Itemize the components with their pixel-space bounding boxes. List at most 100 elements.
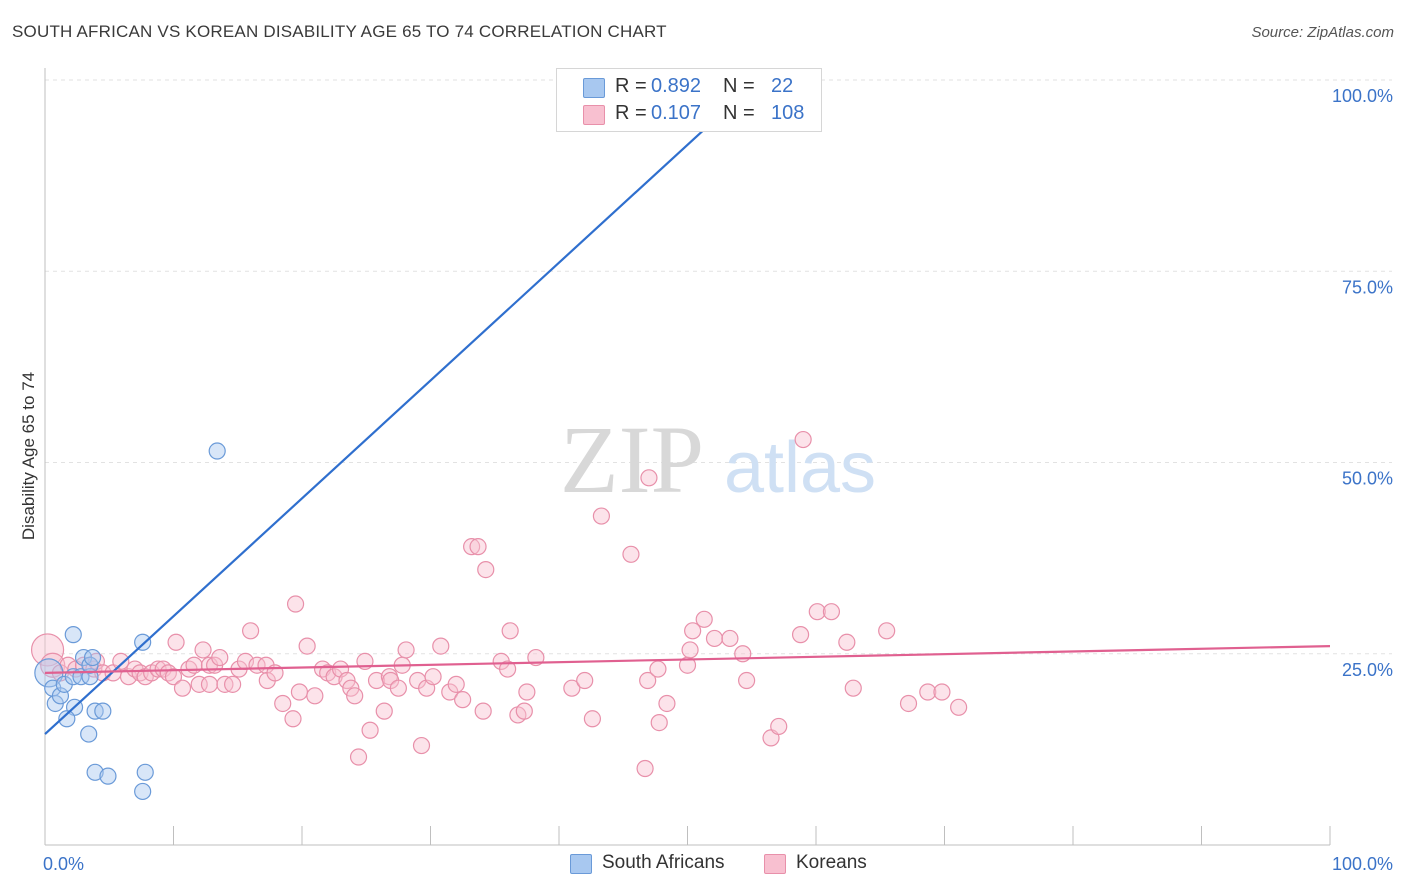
legend-n-label: N = [723,102,755,124]
x-tick-label: 0.0% [43,854,84,874]
y-tick-label: 75.0% [1342,277,1393,297]
korean-point [919,683,937,701]
legend-label-koreans: Koreans [796,852,867,873]
korean-point [375,702,393,720]
korean-point [361,721,379,739]
korean-point [200,675,219,693]
korean-point [592,507,611,525]
korean-point [844,679,862,697]
korean-point [149,660,167,678]
korean-point [501,622,519,640]
south-african-point [134,782,152,801]
korean-point [173,679,192,697]
korean-point [447,675,465,693]
korean-point [367,671,386,690]
south-african-point [136,763,154,781]
chart-title: SOUTH AFRICAN VS KOREAN DISABILITY AGE 6… [12,22,667,41]
korean-point [770,717,788,736]
korean-point [695,610,713,628]
korean-point [424,668,442,686]
labels-layer: 25.0% 50.0% 75.0% 100.0% 0.0% 100.0% Disabilit… [19,86,1393,874]
korean-point [583,710,602,728]
korean-point [274,694,292,713]
legend-label-south-africans: South Africans [602,852,725,873]
korean-point [640,469,658,487]
korean-point [681,641,699,659]
korean-point [397,641,415,659]
watermark: ZIP atlas [560,406,876,513]
south-african-point [86,763,104,781]
korean-point [164,668,183,686]
korean-point [794,430,812,449]
korean-point [412,736,431,755]
legend-r-value: 0.892 [651,75,702,97]
south-african-point [58,710,76,728]
legend-n-value: 108 [771,102,805,124]
korean-point [622,545,640,563]
korean-point [477,560,495,579]
legend-r-label: R = [615,75,647,97]
y-tick-label: 50.0% [1342,469,1393,489]
legend-swatch-south-africans [570,854,592,874]
watermark-zip: ZIP [560,406,704,513]
y-tick-label: 25.0% [1342,660,1393,680]
series-legend: South Africans Koreans [0,852,1406,878]
korean-point [463,538,481,556]
korean-point [822,603,841,621]
south-african-trend-line [44,79,759,735]
korean-point [349,748,368,766]
x-tick-label: 100.0% [1332,854,1393,874]
south-african-point [134,633,152,651]
axes-layer [44,68,1331,846]
korean-point [242,622,260,640]
korean-trend-line [44,645,1331,674]
korean-point [474,702,492,720]
y-axis-label: Disability Age 65 to 74 [19,372,38,540]
korean-point [738,671,756,690]
korean-point [684,622,702,640]
source-label: Source: ZipAtlas.com [1251,24,1394,41]
korean-point [950,698,968,716]
korean-point [389,679,407,697]
korean-point [515,702,533,720]
legend-row-south-africans: R = 0.892 N = 22 [557,75,821,101]
korean-point [658,694,676,713]
korean-point [791,626,810,644]
south-african-point [94,702,112,720]
grid-layer [45,79,1392,655]
korean-point [636,759,654,778]
korean-point [563,679,581,697]
korean-point [639,671,657,690]
legend-n-value: 22 [771,75,794,97]
korean-point [346,687,364,705]
trend-layer [44,79,1331,735]
korean-point [112,652,130,671]
south-african-point [80,725,98,743]
legend-r-value: 0.107 [651,102,702,124]
korean-point [878,622,896,640]
korean-point [838,633,856,651]
korean-point [721,629,739,648]
korean-point [808,603,826,621]
south-african-point [64,626,82,644]
legend-swatch-koreans [583,105,605,125]
korean-point [284,710,302,728]
y-tick-label: 100.0% [1332,86,1393,106]
south-african-point [208,442,226,460]
korean-point [432,637,450,655]
south-african-point [99,767,117,785]
korean-point [211,648,229,667]
korean-point [518,683,536,701]
legend-r-label: R = [615,102,647,124]
korean-point [650,713,668,732]
legend-swatch-koreans [764,854,786,874]
korean-point [30,633,65,667]
korean-point [933,683,951,701]
stats-legend: R = 0.892 N = 22 R = 0.107 N = 108 [556,68,822,132]
points-layer [30,71,968,801]
korean-point [224,675,242,693]
korean-point [705,629,724,648]
legend-n-label: N = [723,75,755,97]
korean-point [649,660,667,678]
